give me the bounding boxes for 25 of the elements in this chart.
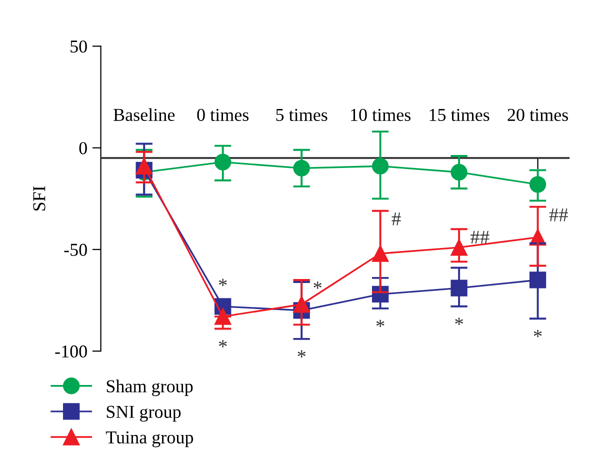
y-tick-label: 0 [79, 142, 87, 154]
x-tick-label: 5 times [276, 108, 328, 122]
legend-label: SNI group [106, 406, 181, 422]
x-tick-label: 15 times [430, 108, 490, 122]
x-tick-label: 0 times [197, 108, 249, 122]
x-tick-label: 10 times [351, 108, 411, 122]
y-tick-label: 50 [70, 40, 87, 53]
annotation: * [218, 340, 227, 348]
annotation: * [298, 350, 306, 358]
x-tick-label: Baseline [114, 108, 175, 122]
annotation: * [218, 278, 227, 286]
point [450, 280, 468, 296]
annotation: * [376, 320, 384, 327]
annotation: * [534, 330, 542, 338]
x-tick-label: 20 times [508, 108, 568, 122]
y-tick-label: -50 [64, 244, 87, 256]
legend-label: Sham group [106, 380, 193, 396]
annotation: # [392, 212, 401, 226]
annotation: ## [549, 208, 568, 222]
annotation: * [314, 282, 322, 289]
annotation: ## [470, 230, 490, 244]
y-axis-title: SFI [33, 186, 46, 210]
annotation: * [455, 318, 463, 325]
legend-label: Tuina group [106, 431, 194, 448]
y-tick-label: -100 [55, 345, 87, 358]
